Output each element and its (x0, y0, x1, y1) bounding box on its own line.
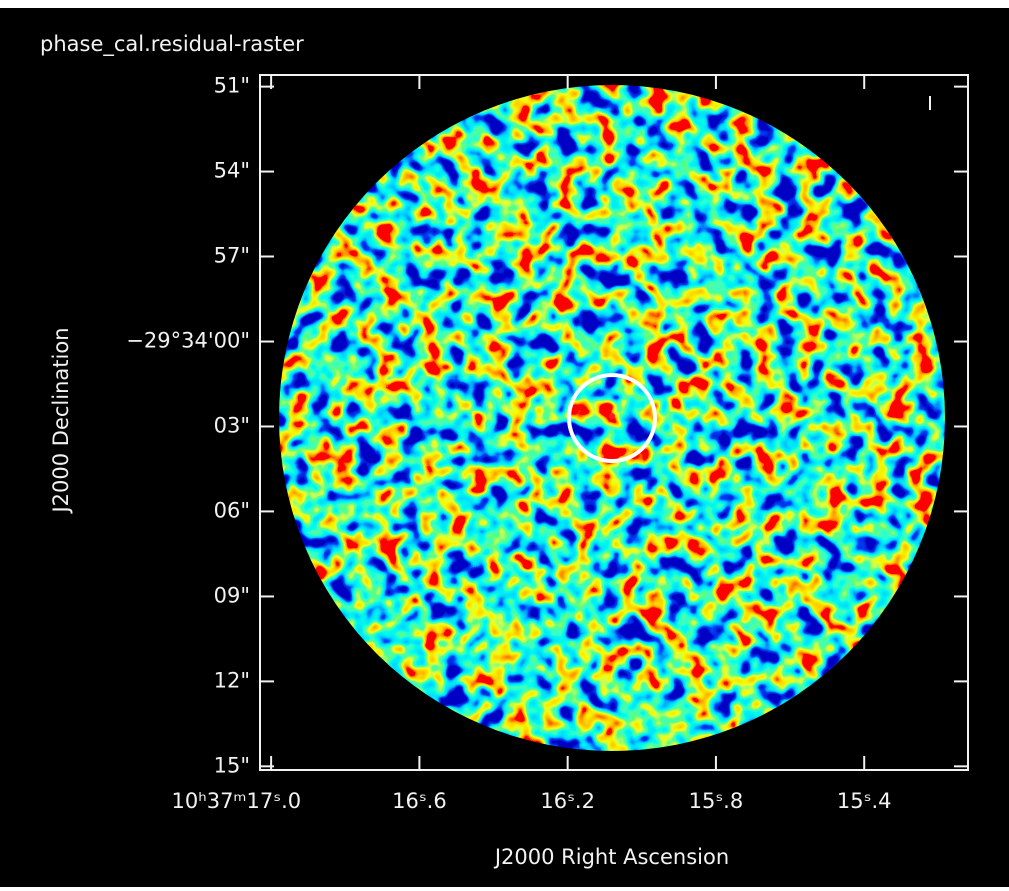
y-tick-label: 12" (214, 668, 250, 692)
chart-title: phase_cal.residual-raster (40, 32, 304, 57)
page: phase_cal.residual-raster J2000 Right As… (0, 0, 1009, 887)
y-tick-label: −29°34'00" (126, 329, 250, 353)
y-tick-label: 51" (214, 74, 250, 98)
x-axis-label: J2000 Right Ascension (493, 845, 729, 869)
y-tick-label: 03" (214, 413, 250, 437)
chart: phase_cal.residual-raster J2000 Right As… (0, 0, 1009, 887)
y-tick-label: 57" (214, 243, 250, 267)
source-peak (609, 413, 615, 419)
x-tick-label: 16ˢ.6 (392, 789, 447, 813)
y-tick-label: 15" (214, 753, 250, 777)
x-tick-label: 10ʰ37ᵐ17ˢ.0 (172, 789, 302, 813)
y-tick-label: 09" (214, 583, 250, 607)
y-axis-label: J2000 Declination (49, 327, 73, 514)
x-tick-label: 16ˢ.2 (540, 789, 595, 813)
x-tick-label: 15ˢ.8 (689, 789, 744, 813)
y-tick-label: 06" (214, 498, 250, 522)
x-tick-label: 15ˢ.4 (837, 789, 892, 813)
y-tick-label: 54" (214, 159, 250, 183)
